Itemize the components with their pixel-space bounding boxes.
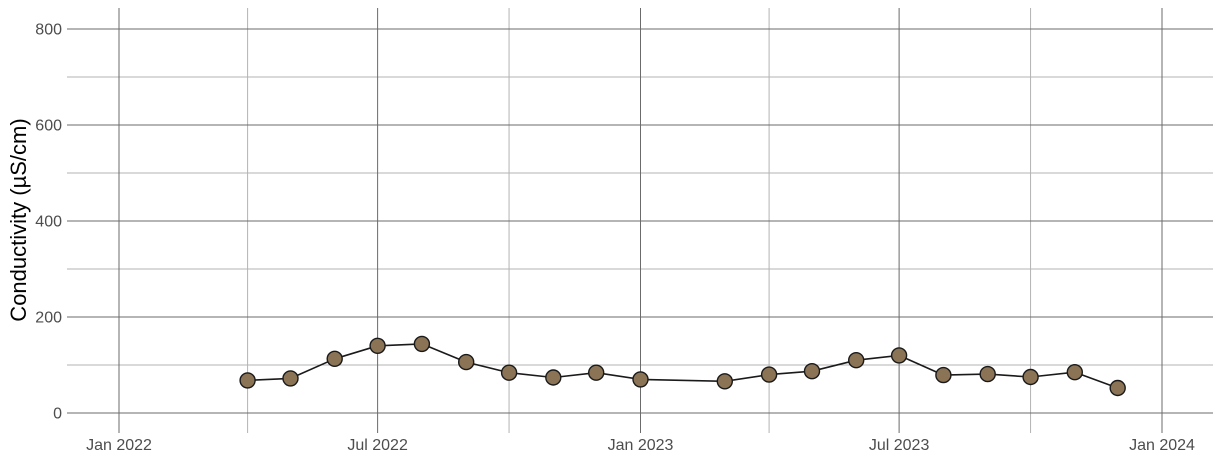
data-point <box>803 363 821 380</box>
data-point <box>588 364 605 381</box>
data-point <box>326 350 343 367</box>
data-point <box>1109 379 1126 397</box>
data-point <box>979 365 996 383</box>
x-tick-label: Jan 2022 <box>86 437 152 454</box>
y-tick-label: 200 <box>35 310 62 327</box>
y-axis-ticks: 0 200 400 600 800 <box>35 22 62 423</box>
data-point <box>935 366 952 384</box>
x-tick-label: Jul 2022 <box>347 437 408 454</box>
y-tick-label: 400 <box>35 214 62 231</box>
data-point <box>716 373 733 390</box>
data-point <box>239 372 256 389</box>
data-point <box>1022 368 1039 386</box>
data-point <box>413 335 431 353</box>
series-layer <box>239 335 1126 397</box>
y-tick-label: 800 <box>35 22 62 39</box>
data-point <box>282 370 299 387</box>
x-tick-label: Jan 2023 <box>608 437 674 454</box>
data-point <box>369 337 386 354</box>
data-point <box>458 353 475 371</box>
x-axis-ticks: Jan 2022 Jul 2022 Jan 2023 Jul 2023 Jan 2024 <box>86 437 1195 454</box>
data-point <box>890 347 908 364</box>
x-tick-label: Jan 2024 <box>1129 437 1195 454</box>
y-tick-label: 0 <box>53 406 62 423</box>
data-point <box>500 364 518 381</box>
data-point <box>545 369 562 386</box>
x-tick-label: Jul 2023 <box>869 437 930 454</box>
data-point <box>848 352 865 369</box>
y-tick-label: 600 <box>35 118 62 135</box>
data-point <box>632 371 649 388</box>
y-axis-title: Conductivity (µS/cm) <box>6 118 31 321</box>
data-point <box>1066 364 1084 381</box>
major-gridlines <box>67 8 1213 433</box>
data-point <box>760 366 778 383</box>
